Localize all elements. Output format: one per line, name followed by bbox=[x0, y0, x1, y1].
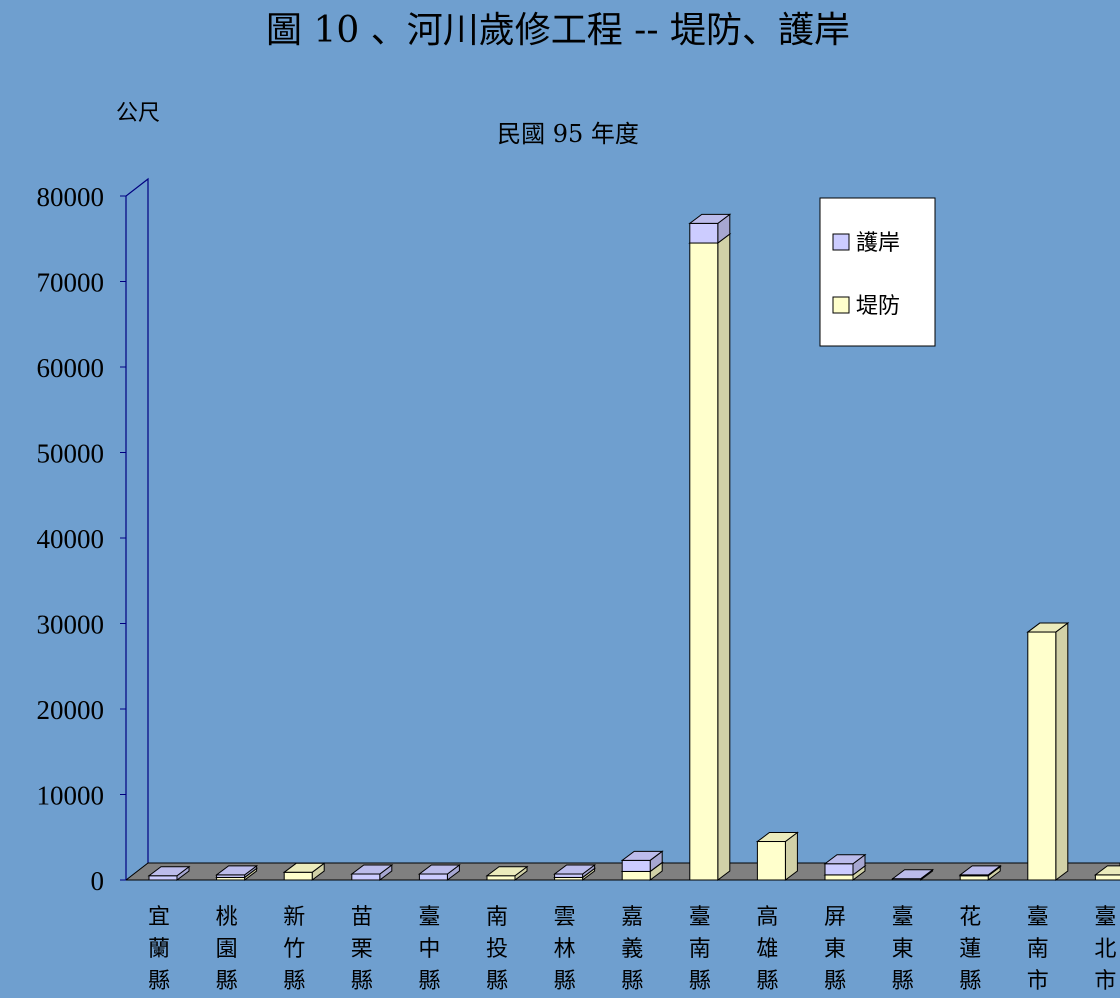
x-tick-label: 臺南市 bbox=[1027, 905, 1049, 994]
bar-front bbox=[824, 874, 854, 881]
bar-front bbox=[824, 863, 854, 876]
x-tick-label: 高雄縣 bbox=[756, 905, 778, 994]
y-tick-label: 10000 bbox=[37, 781, 105, 811]
bar-front bbox=[148, 875, 178, 881]
bar-top bbox=[755, 832, 799, 843]
y-tick-label: 50000 bbox=[37, 439, 105, 469]
bar-front bbox=[689, 242, 719, 881]
x-tick-label: 南投縣 bbox=[486, 905, 508, 994]
bar-front bbox=[351, 873, 381, 881]
bar-top bbox=[282, 862, 326, 873]
x-tick-label: 苗栗縣 bbox=[351, 905, 373, 994]
bar-top bbox=[417, 864, 461, 875]
x-tick-label: 新竹縣 bbox=[283, 905, 305, 994]
x-tick-label: 臺南縣 bbox=[689, 905, 711, 994]
y-tick-label: 80000 bbox=[37, 182, 105, 212]
bar-side bbox=[717, 233, 731, 881]
bar-side bbox=[1055, 622, 1069, 881]
y-tick-label: 0 bbox=[91, 866, 105, 896]
bar-segment bbox=[1093, 865, 1120, 881]
y-axis-unit-label: 公尺 bbox=[116, 101, 160, 126]
legend-swatch-revetment bbox=[832, 233, 850, 251]
bar-segment bbox=[147, 865, 191, 881]
bar-top bbox=[350, 864, 394, 875]
chart-back-wall bbox=[125, 177, 149, 880]
bar-front bbox=[621, 870, 651, 881]
bar-segment bbox=[553, 864, 597, 879]
bar-front bbox=[554, 873, 584, 878]
legend-swatch-levee bbox=[832, 296, 850, 314]
bar-segment bbox=[688, 233, 732, 881]
back-wall-edge bbox=[125, 177, 149, 880]
chart-bars bbox=[147, 213, 1120, 881]
bar-top bbox=[891, 869, 935, 880]
bar-segment bbox=[350, 864, 394, 881]
bar-front bbox=[283, 871, 313, 881]
x-tick-label: 桃園縣 bbox=[216, 905, 238, 994]
bar-segment bbox=[417, 864, 461, 881]
bar-top bbox=[215, 865, 259, 876]
bar-front bbox=[621, 859, 651, 872]
bar-segment bbox=[891, 868, 935, 881]
legend-box bbox=[819, 197, 936, 347]
y-axis-ticks: 0 10000 20000 30000 40000 50000 60000 70000 8000… bbox=[37, 182, 126, 896]
legend-label-levee: 堤防 bbox=[856, 294, 900, 319]
y-tick-label: 20000 bbox=[37, 695, 105, 725]
y-tick-label: 70000 bbox=[37, 268, 105, 298]
bar-top bbox=[1026, 622, 1070, 633]
chart-title: 圖 10 、河川歲修工程 -- 堤防、護岸 bbox=[266, 10, 850, 51]
bar-segment bbox=[755, 831, 799, 881]
x-tick-label: 屏東縣 bbox=[824, 905, 846, 994]
x-tick-label: 雲林縣 bbox=[554, 905, 576, 994]
y-tick-label: 30000 bbox=[37, 610, 105, 640]
bar-top bbox=[1093, 865, 1120, 876]
x-axis-categories: 宜蘭縣 桃園縣 新竹縣 苗栗縣 臺中縣 南投縣 雲林縣 嘉義縣 臺南縣 高雄縣 屏東縣 臺東縣 花蓮縣 臺… bbox=[148, 905, 1116, 994]
y-tick-label: 60000 bbox=[37, 353, 105, 383]
bar-segment bbox=[215, 864, 259, 879]
bar-segment bbox=[823, 853, 867, 876]
bar-front bbox=[959, 875, 989, 881]
bar-front bbox=[756, 841, 786, 881]
bar-front bbox=[689, 222, 719, 244]
bar-top bbox=[553, 864, 597, 875]
bar-top bbox=[485, 866, 529, 877]
bar-segment bbox=[1026, 622, 1070, 881]
bar-segment bbox=[620, 850, 664, 873]
chart-subtitle: 民國 95 年度 bbox=[497, 120, 639, 148]
y-tick-label: 40000 bbox=[37, 524, 105, 554]
x-tick-label: 花蓮縣 bbox=[959, 905, 981, 994]
bar-top bbox=[958, 865, 1002, 876]
bar-top bbox=[688, 213, 732, 224]
bar-segment bbox=[958, 864, 1002, 877]
bar-front bbox=[1027, 631, 1057, 881]
legend-label-revetment: 護岸 bbox=[856, 231, 900, 256]
x-tick-label: 臺中縣 bbox=[418, 905, 440, 994]
bar-front bbox=[486, 875, 516, 881]
legend: 護岸 堤防 bbox=[819, 197, 936, 347]
x-tick-label: 臺北市 bbox=[1094, 905, 1116, 994]
bar-top bbox=[147, 866, 191, 877]
bar-segment bbox=[282, 862, 326, 881]
x-tick-label: 宜蘭縣 bbox=[148, 905, 170, 994]
x-tick-label: 嘉義縣 bbox=[621, 905, 643, 994]
bar-front bbox=[1094, 874, 1120, 881]
bar-segment bbox=[688, 213, 732, 245]
bar-segment bbox=[485, 865, 529, 881]
bar-front bbox=[418, 873, 448, 881]
x-tick-label: 臺東縣 bbox=[892, 905, 914, 994]
bar-top bbox=[620, 850, 664, 861]
bar-top bbox=[823, 854, 867, 865]
